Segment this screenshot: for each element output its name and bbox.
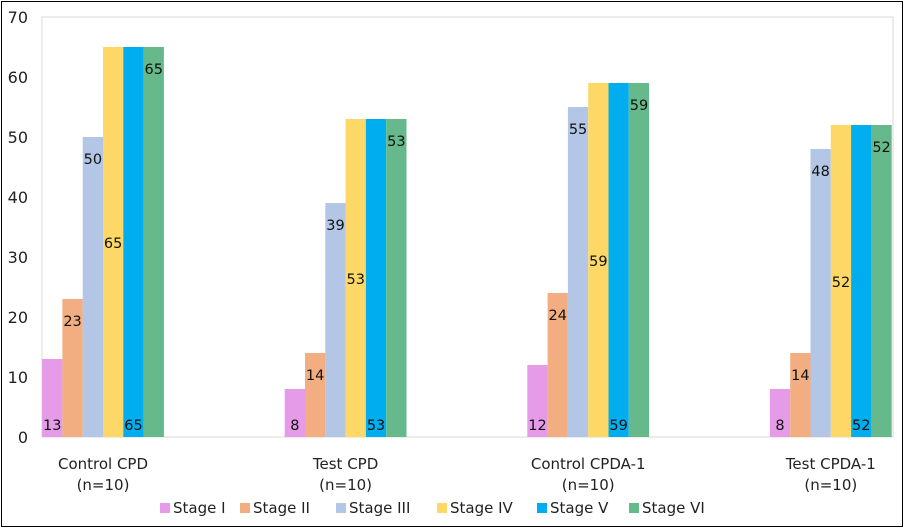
data-label: 52 [872, 140, 890, 156]
data-label: 48 [811, 164, 829, 180]
data-label: 59 [589, 254, 607, 270]
x-tick-label: Test CPD [312, 455, 378, 473]
bar [628, 83, 650, 437]
bar [42, 359, 63, 437]
x-tick-label: Control CPD [58, 455, 148, 473]
bar [103, 47, 124, 437]
data-label: 65 [104, 236, 122, 252]
legend-label: Stage V [550, 499, 609, 517]
legend-swatch [537, 503, 547, 513]
data-label: 59 [630, 98, 648, 114]
data-label: 24 [549, 308, 567, 324]
bar [871, 125, 892, 437]
legend-swatch [437, 503, 447, 513]
bar [769, 389, 791, 437]
bar [547, 293, 568, 437]
data-label: 8 [290, 418, 299, 434]
bar [62, 299, 83, 437]
data-label: 8 [775, 418, 784, 434]
data-label: 14 [791, 368, 809, 384]
legend-label: Stage VI [642, 499, 705, 517]
x-tick-label: Test CPDA-1 [785, 455, 876, 473]
data-label: 53 [367, 418, 385, 434]
data-label: 13 [43, 418, 61, 434]
y-tick-label: 50 [8, 128, 28, 147]
legend-label: Stage IV [450, 499, 514, 517]
legend-label: Stage I [173, 499, 226, 517]
data-label: 55 [569, 122, 587, 138]
data-label: 53 [387, 134, 405, 150]
bar [82, 137, 103, 437]
y-tick-label: 30 [8, 248, 28, 267]
x-tick-label: (n=10) [562, 476, 615, 494]
data-label: 50 [84, 152, 102, 168]
data-label: 12 [528, 418, 546, 434]
data-label: 52 [852, 418, 870, 434]
legend-swatch [336, 503, 346, 513]
data-label: 53 [347, 272, 365, 288]
bar [567, 107, 589, 437]
bar [810, 149, 831, 437]
legend-swatch [160, 503, 170, 513]
data-label: 14 [306, 368, 324, 384]
bar [143, 47, 164, 437]
y-tick-label: 0 [18, 428, 28, 447]
bar [365, 119, 387, 437]
legend-swatch [629, 503, 639, 513]
bar [588, 83, 609, 437]
x-tick-label: (n=10) [804, 476, 857, 494]
bar [608, 83, 629, 437]
data-label: 65 [124, 418, 142, 434]
bar [305, 353, 326, 437]
x-tick-label: (n=10) [77, 476, 130, 494]
y-tick-label: 40 [8, 188, 28, 207]
bar [851, 125, 872, 437]
bar [790, 353, 811, 437]
y-tick-label: 60 [8, 68, 28, 87]
x-tick-label: (n=10) [319, 476, 372, 494]
data-label: 39 [326, 218, 344, 234]
bar [284, 389, 305, 437]
legend-swatch [240, 503, 250, 513]
x-tick-label: Control CPDA-1 [531, 455, 646, 473]
data-label: 23 [63, 314, 81, 330]
bar [830, 125, 852, 437]
bar [527, 365, 548, 437]
plot-area [41, 16, 894, 438]
data-label: 52 [832, 275, 850, 291]
bar [386, 119, 407, 437]
legend-label: Stage III [349, 499, 410, 517]
data-label: 59 [609, 418, 627, 434]
bar [325, 203, 346, 437]
bar [123, 47, 144, 437]
y-tick-label: 10 [8, 368, 28, 387]
y-tick-label: 20 [8, 308, 28, 327]
y-tick-label: 70 [8, 8, 28, 27]
bar [345, 119, 366, 437]
data-label: 65 [145, 62, 163, 78]
legend-label: Stage II [253, 499, 310, 517]
